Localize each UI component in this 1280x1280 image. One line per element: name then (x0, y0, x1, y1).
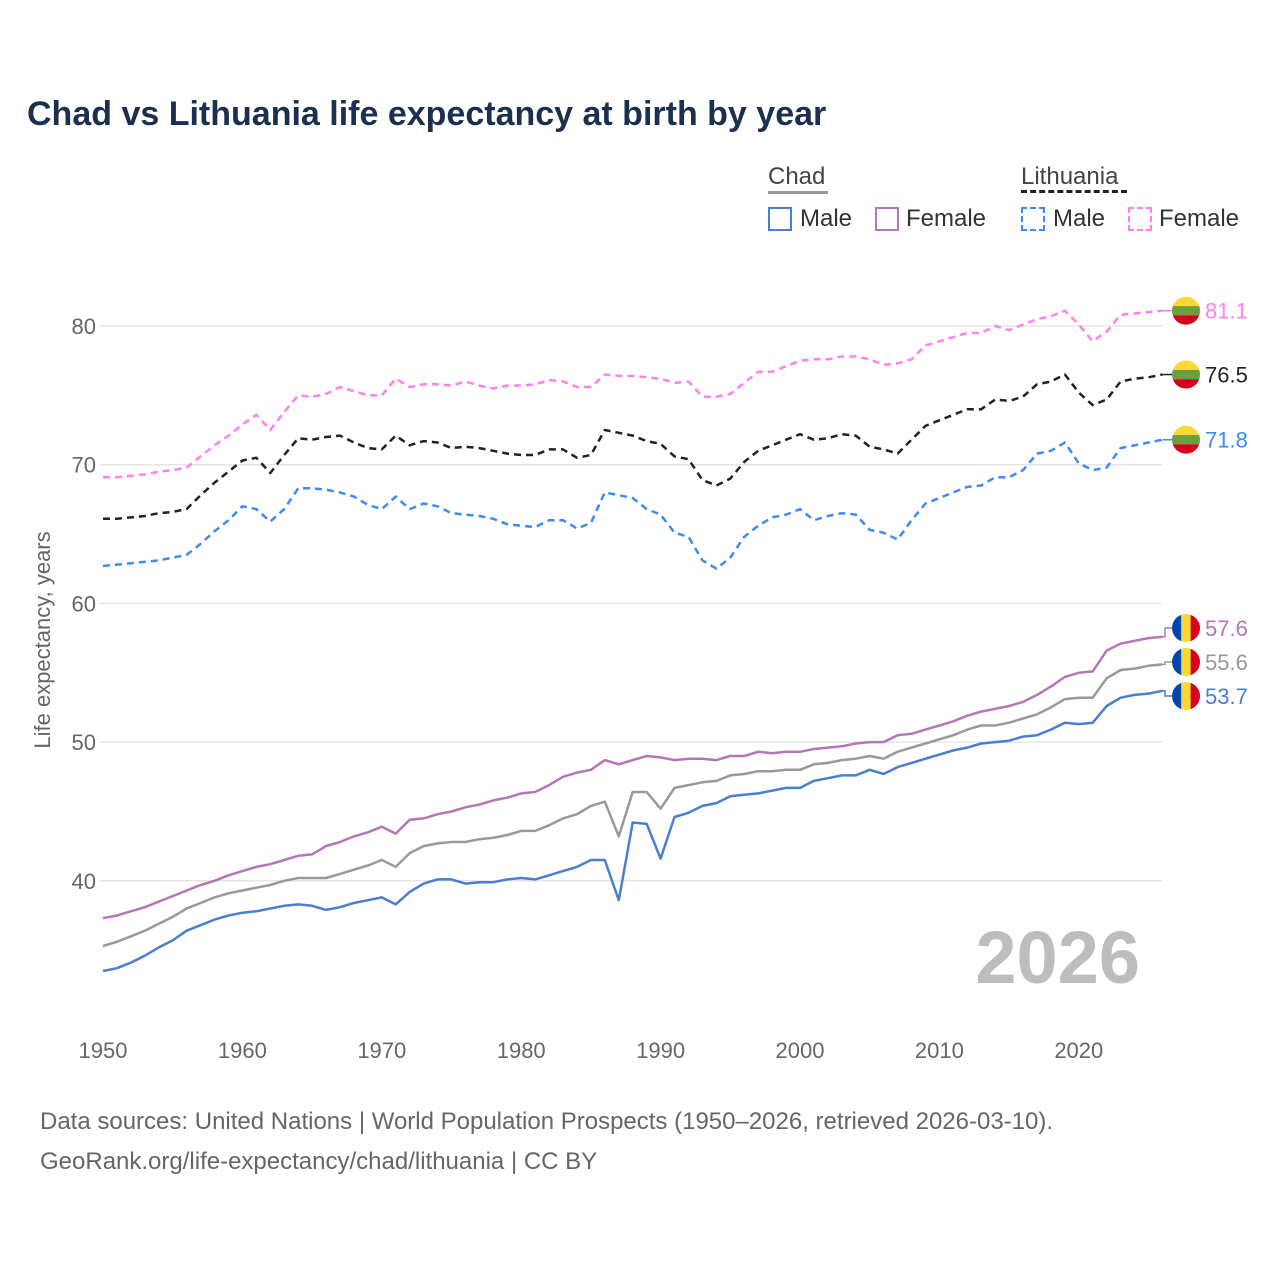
end-value-label: 53.7 (1205, 684, 1248, 709)
x-tick-label: 1980 (497, 1038, 546, 1063)
legend-chad-male: Male (800, 205, 853, 232)
y-tick-label: 60 (72, 591, 96, 616)
legend-chad-female: Female (906, 205, 987, 232)
end-value-label: 57.6 (1205, 616, 1248, 641)
footer-link[interactable]: GeoRank.org/life-expectancy/chad/lithuan… (40, 1148, 598, 1175)
series-line-lithuania-total (103, 373, 1163, 521)
legend-lithuania-line (1021, 190, 1127, 193)
legend-chad-line (768, 191, 828, 194)
x-tick-label: 1990 (636, 1038, 685, 1063)
x-tick-label: 2000 (776, 1038, 825, 1063)
chad-flag-icon (1172, 648, 1200, 676)
legend-group-lithuania: Lithuania (1021, 163, 1119, 190)
end-connector (1162, 661, 1172, 666)
lithuania-flag-icon (1172, 360, 1200, 389)
legend-lithuania-male-swatch (1021, 207, 1045, 231)
y-tick-label: 80 (72, 314, 96, 339)
x-tick-label: 1960 (218, 1038, 267, 1063)
end-connector (1162, 627, 1172, 638)
end-value-label: 76.5 (1205, 363, 1248, 388)
series-line-chad-female (102, 635, 1163, 920)
year-watermark: 2026 (975, 916, 1140, 999)
y-tick-label: 70 (72, 453, 96, 478)
lithuania-flag-icon (1172, 425, 1200, 454)
legend-group-chad: Chad (768, 163, 826, 190)
x-tick-label: 2020 (1054, 1038, 1103, 1063)
series-line-chad-total (102, 663, 1163, 948)
legend-lithuania-female-swatch (1128, 207, 1152, 231)
series-line-lithuania-female (103, 309, 1163, 479)
chart-title: Chad vs Lithuania life expectancy at bir… (27, 95, 827, 133)
y-tick-label: 40 (72, 869, 96, 894)
end-value-label: 55.6 (1205, 650, 1248, 675)
legend-chad-female-swatch (875, 207, 899, 231)
y-tick-label: 50 (72, 730, 96, 755)
series-line-chad-male (102, 689, 1163, 973)
x-tick-label: 1950 (79, 1038, 128, 1063)
legend-lithuania-male: Male (1053, 205, 1106, 232)
x-tick-label: 1970 (357, 1038, 406, 1063)
y-axis-label: Life expectancy, years (30, 531, 55, 748)
lithuania-flag-icon (1172, 296, 1200, 325)
legend-chad-male-swatch (768, 207, 792, 231)
end-value-label: 81.1 (1205, 299, 1248, 324)
chad-flag-icon (1172, 614, 1200, 642)
end-connector (1162, 690, 1172, 697)
x-tick-label: 2010 (915, 1038, 964, 1063)
legend-lithuania-female: Female (1159, 205, 1240, 232)
footer-sources: Data sources: United Nations | World Pop… (40, 1108, 1054, 1135)
chad-flag-icon (1172, 682, 1200, 710)
end-value-label: 71.8 (1205, 428, 1248, 453)
series-line-lithuania-male (102, 438, 1163, 570)
